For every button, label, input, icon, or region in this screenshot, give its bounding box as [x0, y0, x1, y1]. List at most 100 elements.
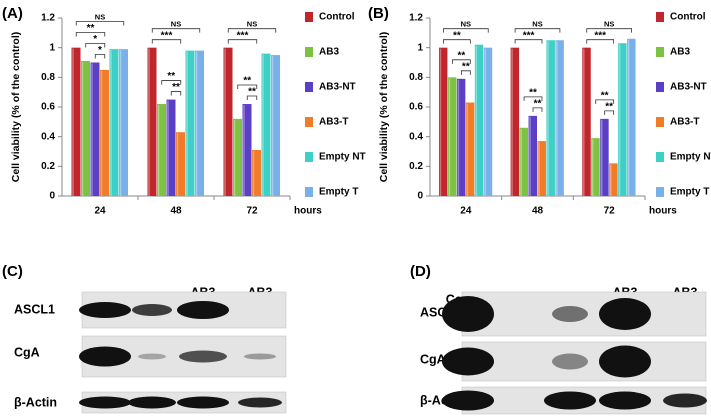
legend-swatch: [305, 187, 313, 197]
significance-label: *: [93, 34, 97, 45]
y-axis-label: Cell viability (% of the control): [10, 32, 22, 183]
panel-label: (D): [410, 263, 431, 280]
blot-row-label: β-Actin: [14, 395, 57, 409]
significance-bracket: [151, 39, 182, 44]
significance-bracket: [75, 32, 106, 37]
x-tick-label: 24: [94, 206, 106, 217]
significance-bracket: [227, 39, 258, 44]
blot-band: [138, 353, 166, 360]
bar: [223, 47, 233, 196]
bar: [591, 138, 600, 196]
legend-swatch: [656, 82, 664, 92]
significance-label: **: [453, 30, 461, 41]
bar: [81, 61, 90, 197]
bar: [555, 40, 564, 196]
significance-bracket: [586, 39, 615, 44]
legend-label: Empty T: [670, 187, 709, 198]
blot-band: [79, 346, 131, 367]
y-tick-label: 0.4: [409, 131, 423, 142]
blot-band: [442, 347, 494, 376]
significance-bracket: [523, 96, 543, 101]
significance-bracket: [443, 39, 471, 44]
significance-bracket: [460, 70, 471, 75]
legend-label: AB3: [319, 47, 339, 58]
significance-label: NS: [95, 12, 105, 21]
bar: [627, 38, 636, 197]
blot-row-label: CgA: [14, 345, 40, 359]
blot-band: [442, 296, 494, 332]
bar: [109, 49, 119, 197]
bar: [465, 102, 475, 196]
blot-band: [599, 345, 651, 378]
bar: [483, 47, 493, 196]
significance-label: *: [98, 45, 102, 56]
x-tick-label: 72: [604, 206, 616, 217]
y-tick-label: 0.6: [409, 102, 423, 113]
blot-band: [552, 353, 588, 370]
significance-label: **: [87, 23, 95, 34]
significance-label: **: [534, 99, 542, 110]
legend-label: AB3-NT: [319, 82, 356, 93]
blot-band: [177, 301, 229, 319]
significance-bracket: [75, 21, 125, 26]
blot-band: [132, 304, 172, 316]
bar: [271, 55, 280, 197]
blot-band: [599, 298, 651, 330]
bar: [474, 44, 484, 197]
legend-swatch: [305, 117, 313, 127]
blot-strip: [461, 341, 707, 382]
significance-bracket: [514, 39, 543, 44]
x-tick-label: 48: [532, 206, 544, 217]
bar: [546, 40, 555, 196]
panel-label: (C): [2, 263, 23, 280]
bar: [261, 53, 271, 196]
blot-band: [244, 353, 276, 360]
legend-label: AB3-NT: [670, 82, 707, 93]
bar: [519, 127, 529, 196]
bar: [242, 104, 252, 196]
legend-swatch: [305, 82, 313, 92]
significance-label: ***: [594, 30, 606, 41]
blot-band: [128, 396, 176, 409]
y-tick-label: 0.6: [41, 102, 55, 113]
legend-swatch: [656, 187, 664, 197]
bar: [447, 77, 457, 196]
blot-band: [79, 302, 131, 318]
legend-label: AB3-T: [319, 117, 348, 128]
significance-label: **: [457, 50, 465, 61]
y-tick-label: 0: [49, 191, 55, 202]
significance-label: **: [172, 82, 180, 93]
y-tick-label: 0.4: [41, 131, 55, 142]
legend-swatch: [656, 117, 664, 127]
bar: [582, 47, 591, 196]
legend-label: AB3-T: [670, 117, 699, 128]
bar: [157, 104, 166, 196]
legend-label: Empty T: [319, 187, 358, 198]
legend-swatch: [656, 152, 664, 162]
significance-label: NS: [532, 20, 542, 29]
x-tick-label: 24: [460, 206, 472, 217]
significance-label: **: [601, 91, 609, 102]
bar: [100, 69, 109, 196]
legend-swatch: [305, 12, 313, 22]
panel-label: (B): [368, 5, 389, 22]
y-tick-label: 1.2: [409, 13, 423, 24]
significance-label: NS: [604, 20, 614, 29]
bar: [176, 132, 185, 196]
significance-bracket: [227, 28, 277, 33]
bar: [90, 62, 100, 196]
significance-bracket: [94, 54, 106, 59]
significance-bracket: [161, 80, 182, 85]
y-tick-label: 0: [417, 191, 423, 202]
significance-label: NS: [461, 20, 471, 29]
significance-label: **: [462, 61, 470, 72]
blot-band: [552, 306, 588, 322]
blot-band: [238, 397, 282, 408]
bar: [456, 78, 466, 196]
bar: [510, 47, 520, 196]
blot-band: [179, 350, 227, 363]
y-tick-label: 0.2: [41, 161, 55, 172]
legend-label: AB3: [670, 47, 690, 58]
significance-label: ***: [161, 30, 173, 41]
blot-row-label: ASCL1: [14, 302, 55, 316]
